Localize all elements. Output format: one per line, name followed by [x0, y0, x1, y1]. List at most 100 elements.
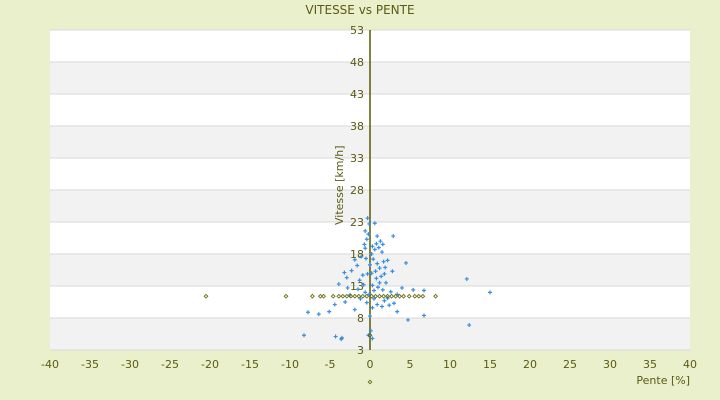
data-point: [345, 285, 350, 290]
data-point: [464, 276, 469, 281]
data-point: [372, 221, 377, 226]
x-tick-label: -20: [201, 358, 219, 371]
data-point: [406, 317, 410, 322]
data-point: [433, 293, 439, 299]
data-point: [330, 293, 336, 299]
data-point: [391, 234, 396, 239]
data-point: [373, 269, 378, 274]
data-point: [404, 260, 408, 265]
data-point: [363, 228, 368, 233]
data-point: [370, 305, 375, 310]
data-point: [370, 244, 375, 249]
x-tick-label: 25: [563, 358, 577, 371]
y-tick-label: 53: [350, 24, 364, 37]
data-point: [382, 271, 387, 276]
x-tick-label: -15: [241, 358, 259, 371]
data-point: [385, 258, 390, 263]
data-point: [306, 310, 310, 315]
data-point: [363, 290, 368, 295]
data-point: [368, 262, 372, 267]
data-point: [369, 293, 375, 299]
data-point: [368, 314, 372, 319]
data-point: [411, 287, 416, 292]
data-point: [356, 293, 362, 299]
data-point: [363, 246, 368, 251]
data-point: [367, 332, 373, 338]
data-point: [352, 307, 357, 312]
y-tick-label: 43: [350, 88, 364, 101]
data-point: [373, 293, 379, 299]
data-point: [375, 234, 380, 239]
data-point: [374, 276, 379, 281]
data-point: [327, 309, 332, 314]
y-axis-label: Vitesse [km/h]: [333, 146, 346, 226]
data-point: [372, 288, 376, 293]
data-point: [336, 282, 341, 287]
y-tick-label: 38: [350, 120, 364, 133]
y-tick-label: 18: [350, 248, 364, 261]
data-point: [375, 302, 380, 307]
data-point: [336, 293, 342, 299]
data-point: [356, 287, 360, 292]
data-point: [377, 293, 383, 299]
data-point: [381, 293, 387, 299]
data-point: [344, 275, 349, 280]
data-point: [380, 304, 384, 309]
x-tick-label: 5: [407, 358, 414, 371]
data-point: [488, 290, 492, 295]
data-point: [355, 263, 360, 268]
x-tick-label: 35: [643, 358, 657, 371]
x-tick-label: 20: [523, 358, 537, 371]
data-point: [370, 283, 375, 288]
data-point: [406, 293, 412, 299]
data-point: [352, 293, 358, 299]
data-point: [360, 273, 365, 278]
y-tick-label: 3: [357, 344, 364, 357]
data-point: [395, 309, 400, 314]
data-point: [370, 336, 375, 341]
data-point: [367, 379, 373, 385]
data-point: [358, 296, 363, 301]
data-point: [364, 293, 370, 299]
data-point: [317, 293, 323, 299]
x-tick-label: 0: [367, 358, 374, 371]
data-point: [380, 287, 385, 292]
data-point: [420, 293, 426, 299]
data-point: [357, 278, 362, 283]
data-point: [340, 335, 344, 340]
data-point: [367, 221, 372, 226]
x-tick-label: -10: [281, 358, 299, 371]
data-point: [352, 257, 357, 262]
y-tick-label: 28: [350, 184, 364, 197]
data-point: [378, 239, 383, 244]
data-point: [385, 293, 391, 299]
data-point: [388, 289, 393, 294]
data-point: [283, 293, 289, 299]
data-point: [365, 271, 370, 276]
data-point: [343, 300, 348, 304]
data-point: [380, 242, 385, 247]
data-point: [371, 257, 376, 262]
x-tick-label: -25: [161, 358, 179, 371]
x-axis-label: Pente [%]: [636, 374, 690, 387]
data-point: [422, 288, 426, 293]
y-tick-label: 33: [350, 152, 364, 165]
data-point: [374, 241, 379, 246]
data-point: [309, 293, 315, 299]
x-tick-label: -5: [325, 358, 336, 371]
data-point: [362, 242, 367, 247]
x-tick-label: 40: [683, 358, 697, 371]
data-point: [203, 293, 209, 299]
x-tick-label: 10: [443, 358, 457, 371]
data-point: [333, 334, 338, 339]
data-point: [382, 298, 387, 303]
data-point: [393, 293, 399, 299]
data-point: [361, 282, 366, 287]
data-point: [387, 303, 392, 308]
data-point: [412, 293, 418, 299]
data-point: [377, 266, 382, 271]
data-point: [369, 252, 374, 256]
data-point: [332, 302, 337, 307]
data-point: [364, 237, 369, 242]
data-point: [381, 259, 386, 264]
